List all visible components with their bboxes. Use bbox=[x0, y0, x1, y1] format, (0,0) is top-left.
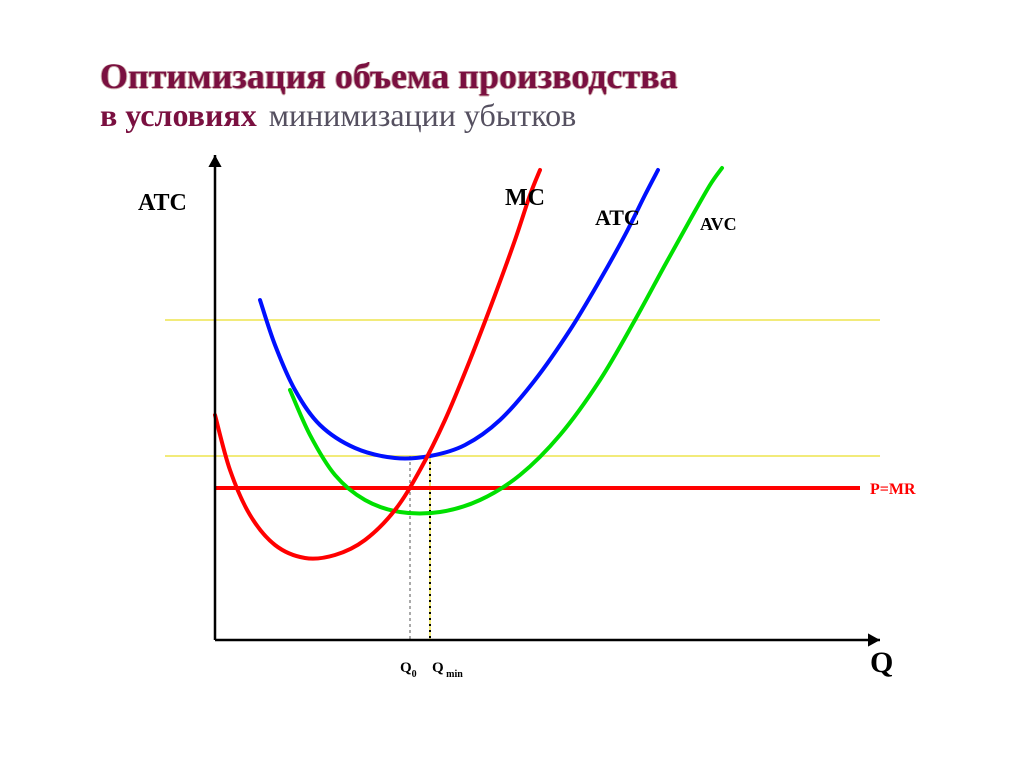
x-axis-label: Q bbox=[870, 646, 893, 679]
pmr-label: P=MR bbox=[870, 481, 916, 498]
y-axis-arrow-icon bbox=[208, 155, 221, 167]
avc-curve bbox=[290, 168, 722, 514]
x-axis-arrow-icon bbox=[868, 633, 880, 646]
qmin-label: Q min bbox=[432, 660, 463, 680]
mc-curve bbox=[215, 170, 540, 559]
cost-curves-chart: ATC Q P=MR MC ATC AVC Q0 Q min bbox=[0, 0, 1024, 768]
atc-curve-label: ATC bbox=[595, 205, 640, 230]
y-axis-label: ATC bbox=[138, 190, 187, 216]
mc-label: MC bbox=[505, 185, 545, 211]
q0-label: Q0 bbox=[400, 660, 417, 680]
avc-label: AVC bbox=[700, 214, 737, 234]
